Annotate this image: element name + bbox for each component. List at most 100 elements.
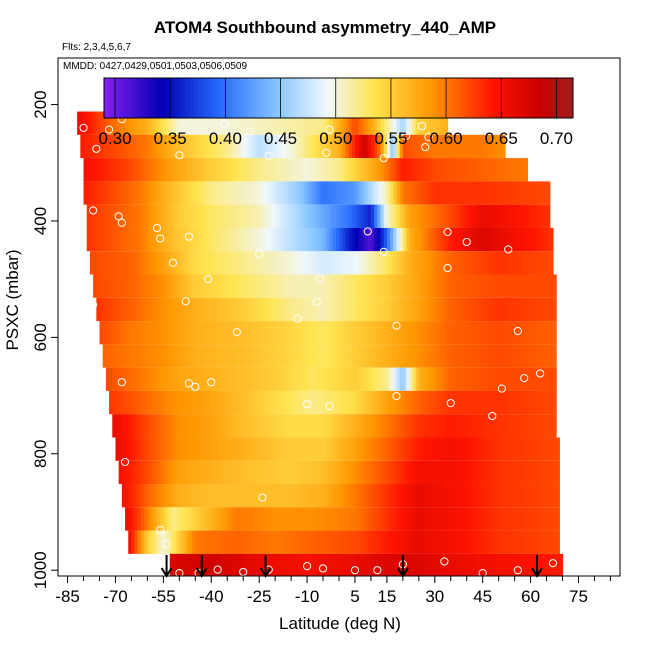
heatmap-cell bbox=[428, 227, 433, 252]
heatmap-cell bbox=[185, 274, 190, 298]
heatmap-cell bbox=[313, 158, 318, 182]
heatmap-cell bbox=[240, 321, 244, 345]
heatmap-cell bbox=[259, 297, 263, 322]
heatmap-cell bbox=[524, 181, 528, 205]
heatmap-cell bbox=[220, 553, 225, 576]
heatmap-cell bbox=[211, 460, 216, 485]
heatmap-cell bbox=[201, 414, 206, 438]
heatmap-cell bbox=[358, 321, 362, 345]
heatmap-cell bbox=[316, 227, 321, 252]
heatmap-cell bbox=[278, 227, 283, 252]
heatmap-cell bbox=[501, 251, 506, 275]
heatmap-cell bbox=[552, 297, 557, 322]
heatmap-cell bbox=[319, 111, 324, 135]
heatmap-cell bbox=[319, 158, 324, 182]
colorbar-swatch bbox=[377, 78, 382, 118]
heatmap-cell bbox=[358, 134, 362, 159]
heatmap-cell bbox=[409, 158, 414, 182]
colorbar-swatch bbox=[150, 78, 156, 118]
observation-point bbox=[184, 232, 194, 241]
heatmap-cell bbox=[415, 414, 420, 438]
heatmap-cell bbox=[303, 390, 308, 415]
heatmap-cell bbox=[166, 484, 171, 508]
heatmap-cell bbox=[354, 530, 359, 554]
heatmap-cell bbox=[211, 111, 216, 135]
heatmap-cell bbox=[153, 181, 158, 205]
heatmap-cell bbox=[240, 227, 244, 252]
heatmap-cell bbox=[252, 158, 257, 182]
heatmap-cell bbox=[217, 158, 222, 182]
heatmap-cell bbox=[540, 321, 544, 345]
heatmap-cell bbox=[543, 181, 548, 205]
heatmap-cell bbox=[220, 484, 225, 508]
heatmap-cell bbox=[230, 530, 235, 554]
heatmap-cell bbox=[354, 297, 359, 322]
colorbar-swatch bbox=[111, 78, 117, 118]
colorbar-swatch bbox=[490, 78, 496, 118]
heatmap-cell bbox=[284, 181, 289, 205]
heatmap-cell bbox=[428, 437, 433, 461]
heatmap-cell bbox=[179, 367, 184, 391]
heatmap-cell bbox=[141, 297, 145, 322]
heatmap-cell bbox=[255, 390, 260, 415]
heatmap-cell bbox=[364, 530, 369, 554]
heatmap-cell bbox=[134, 460, 139, 485]
heatmap-cell bbox=[370, 158, 375, 182]
heatmap-cell bbox=[307, 181, 311, 205]
heatmap-cell bbox=[396, 111, 401, 135]
heatmap-cell bbox=[118, 437, 123, 461]
heatmap-cell bbox=[396, 227, 401, 252]
heatmap-cell bbox=[240, 274, 244, 298]
heatmap-cell bbox=[102, 181, 107, 205]
heatmap-cell bbox=[533, 507, 538, 531]
heatmap-cell bbox=[316, 297, 321, 322]
heatmap-cell bbox=[415, 181, 420, 205]
heatmap-cell bbox=[428, 181, 433, 205]
heatmap-cell bbox=[380, 460, 385, 485]
heatmap-cell bbox=[406, 507, 410, 531]
observation-point bbox=[443, 264, 452, 273]
colorbar-swatch bbox=[545, 78, 551, 118]
heatmap-cell bbox=[457, 134, 461, 159]
heatmap-cell bbox=[303, 344, 308, 368]
heatmap-cell bbox=[128, 297, 133, 322]
colorbar-swatch bbox=[373, 78, 379, 118]
heatmap-cell bbox=[348, 158, 353, 182]
heatmap-cell bbox=[409, 344, 414, 368]
heatmap-cell bbox=[134, 227, 139, 252]
heatmap-cell bbox=[102, 227, 107, 252]
heatmap-cell bbox=[409, 484, 414, 508]
heatmap-cell bbox=[521, 274, 525, 298]
heatmap-cell bbox=[294, 437, 299, 461]
heatmap-cell bbox=[540, 274, 544, 298]
flights-note: Flts: 2,3,4,5,6,7 bbox=[62, 42, 131, 53]
heatmap-cell bbox=[393, 553, 398, 576]
colorbar-swatch bbox=[565, 78, 570, 118]
heatmap-cell bbox=[457, 181, 461, 205]
heatmap-cell bbox=[377, 111, 382, 135]
heatmap-cell bbox=[489, 297, 493, 322]
heatmap-cell bbox=[316, 460, 321, 485]
heatmap-cell bbox=[201, 390, 206, 415]
heatmap-cell bbox=[83, 111, 88, 135]
heatmap-cell bbox=[396, 251, 401, 275]
heatmap-cell bbox=[291, 344, 295, 368]
heatmap-cell bbox=[476, 484, 481, 508]
colorbar-swatch bbox=[408, 78, 414, 118]
heatmap-cell bbox=[517, 321, 522, 345]
heatmap-cell bbox=[469, 390, 474, 415]
heatmap-cell bbox=[374, 507, 378, 531]
heatmap-cell bbox=[160, 158, 164, 182]
colorbar-swatch bbox=[447, 78, 453, 118]
heatmap-cell bbox=[466, 437, 471, 461]
heatmap-cell bbox=[415, 390, 420, 415]
heatmap-cell bbox=[530, 251, 535, 275]
heatmap-cell bbox=[172, 553, 177, 576]
heatmap-cell bbox=[367, 134, 372, 159]
heatmap-cell bbox=[332, 437, 337, 461]
heatmap-cell bbox=[153, 321, 158, 345]
heatmap-cell bbox=[415, 553, 420, 576]
heatmap-cell bbox=[406, 414, 410, 438]
heatmap-cell bbox=[348, 227, 353, 252]
heatmap-cell bbox=[447, 158, 452, 182]
